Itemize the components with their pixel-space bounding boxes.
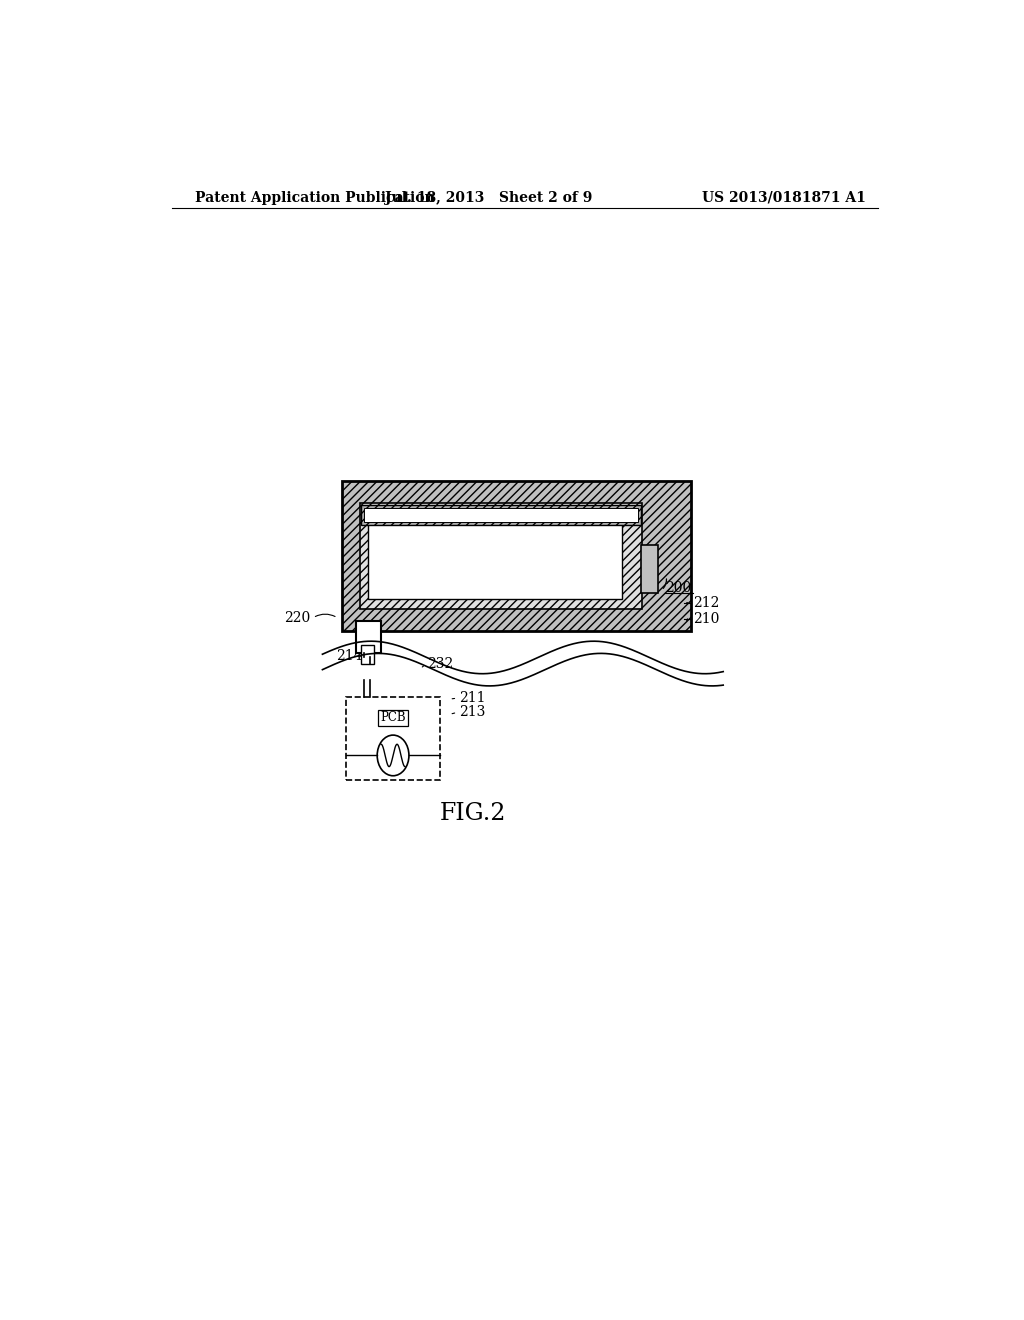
Text: FIG.2: FIG.2 [440, 803, 507, 825]
Text: 211: 211 [459, 692, 485, 705]
Bar [361, 645, 374, 664]
Text: Patent Application Publication: Patent Application Publication [196, 190, 435, 205]
Text: 212: 212 [693, 595, 720, 610]
Text: US 2013/0181871 A1: US 2013/0181871 A1 [702, 190, 866, 205]
Bar [355, 620, 381, 653]
Text: 214: 214 [336, 649, 362, 664]
Text: 213: 213 [459, 705, 485, 719]
Bar [359, 503, 642, 609]
Text: 210: 210 [693, 612, 720, 626]
Text: 200: 200 [666, 581, 691, 595]
Bar [361, 506, 641, 525]
Text: 220: 220 [285, 611, 310, 624]
Bar [364, 508, 638, 523]
Bar [641, 545, 658, 593]
Bar [346, 697, 440, 780]
Text: Jul. 18, 2013   Sheet 2 of 9: Jul. 18, 2013 Sheet 2 of 9 [385, 190, 593, 205]
Text: 232: 232 [427, 656, 454, 671]
Text: PCB: PCB [380, 711, 406, 725]
Bar [342, 480, 691, 631]
Bar [368, 513, 623, 598]
